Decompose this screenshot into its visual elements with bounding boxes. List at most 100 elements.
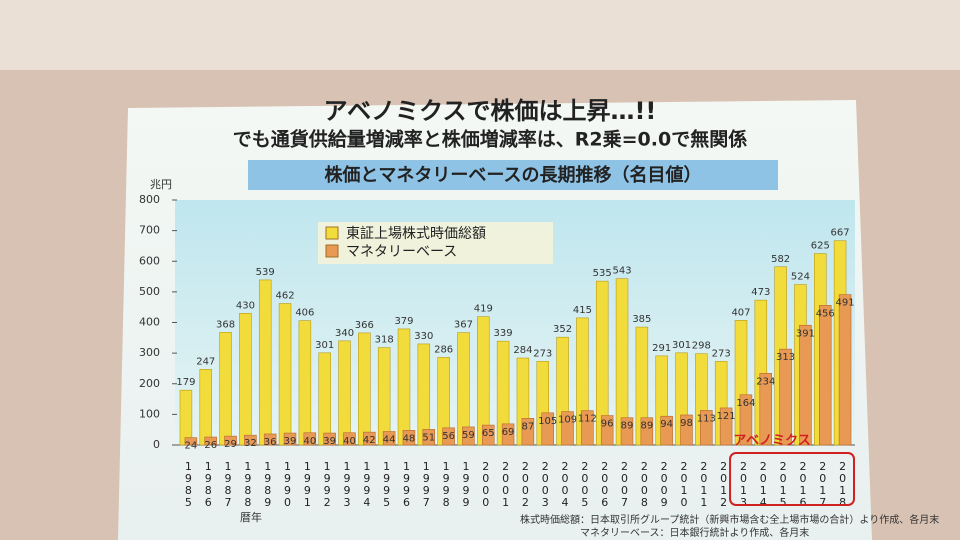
legend-label: マネタリーベース [346, 244, 457, 260]
bar [377, 347, 391, 446]
x-tick-label: 2016 [796, 460, 809, 508]
ceiling [0, 0, 960, 70]
data-label: 582 [771, 254, 790, 265]
bar [338, 340, 351, 446]
data-label: 112 [578, 414, 597, 425]
y-tick-label: 700 [139, 224, 160, 237]
x-tick-label: 1998 [440, 460, 453, 508]
bar [541, 412, 554, 446]
x-tick-label: 1989 [261, 460, 274, 508]
data-label: 379 [394, 316, 413, 327]
data-label: 94 [660, 419, 673, 430]
data-label: 44 [383, 435, 396, 446]
data-label: 89 [640, 421, 653, 432]
x-tick-label: 1992 [321, 460, 334, 508]
bar [298, 320, 312, 446]
data-label: 96 [601, 419, 614, 430]
bar [640, 417, 654, 446]
bar [402, 429, 416, 446]
x-tick-label: 2013 [737, 460, 750, 508]
bar [263, 433, 277, 446]
bar [818, 305, 832, 446]
y-tick-label: 400 [139, 316, 160, 329]
bar [239, 313, 252, 446]
annotation-box [729, 452, 856, 506]
bar [358, 332, 371, 446]
data-label: 330 [414, 331, 433, 342]
x-tick-label: 2004 [559, 460, 572, 508]
data-label: 368 [216, 319, 235, 330]
data-label: 109 [558, 415, 577, 426]
x-tick-label: 2000 [479, 460, 492, 508]
x-tick-label: 2009 [658, 460, 671, 508]
bar [501, 423, 515, 446]
bar [660, 415, 673, 446]
bar [779, 348, 792, 446]
data-label: 36 [264, 437, 277, 448]
y-tick-label: 100 [139, 407, 160, 420]
bar [581, 410, 594, 446]
data-label: 51 [422, 432, 435, 443]
data-label: 352 [553, 324, 572, 335]
data-label: 367 [454, 320, 473, 331]
bar [224, 435, 237, 446]
data-label: 247 [196, 356, 215, 367]
data-label: 164 [736, 398, 755, 409]
data-label: 179 [176, 377, 195, 388]
y-tick-label: 300 [139, 346, 160, 359]
data-label: 29 [224, 439, 237, 450]
bar [620, 417, 634, 446]
bar [283, 432, 297, 446]
data-label: 40 [303, 436, 316, 447]
data-label: 24 [185, 441, 198, 452]
bar [600, 415, 614, 446]
data-label: 26 [204, 440, 217, 451]
x-tick-label: 2006 [598, 460, 611, 508]
data-label: 32 [244, 438, 257, 449]
data-label: 56 [442, 431, 455, 442]
bar [561, 411, 574, 446]
data-label: 535 [593, 268, 612, 279]
x-tick-label: 2011 [697, 460, 710, 508]
x-tick-label: 2012 [717, 460, 730, 508]
data-label: 284 [513, 345, 532, 356]
data-label: 491 [836, 298, 855, 309]
data-label: 273 [712, 348, 731, 359]
data-label: 48 [403, 433, 416, 444]
data-label: 625 [811, 241, 830, 252]
bar [521, 418, 535, 446]
data-label: 59 [462, 430, 475, 441]
data-label: 105 [538, 416, 557, 427]
bar [462, 426, 475, 446]
data-label: 366 [355, 320, 374, 331]
data-label: 318 [375, 335, 394, 346]
x-tick-label: 1987 [222, 460, 235, 508]
bar [219, 331, 232, 446]
data-label: 40 [343, 436, 356, 447]
x-tick-label: 2003 [539, 460, 552, 508]
bar [318, 352, 331, 446]
data-label: 419 [474, 304, 493, 315]
data-label: 89 [621, 421, 634, 432]
bar [278, 303, 292, 446]
bar [323, 432, 336, 446]
bar [422, 429, 436, 446]
data-label: 473 [751, 287, 770, 298]
legend-label: 東証上場株式時価総額 [346, 226, 486, 242]
x-tick-label: 2018 [836, 460, 849, 508]
data-label: 385 [632, 314, 651, 325]
x-tick-label: 1995 [380, 460, 393, 508]
x-tick-label: 1999 [459, 460, 472, 508]
x-tick-label: 2017 [816, 460, 829, 508]
data-label: 286 [434, 344, 453, 355]
data-label: 539 [256, 267, 275, 278]
bar [363, 431, 376, 446]
bar [481, 424, 495, 446]
x-axis-label: 暦年 [240, 510, 262, 524]
bar [244, 434, 257, 446]
x-tick-label: 2007 [618, 460, 631, 508]
bar [343, 432, 356, 446]
bar [179, 389, 193, 446]
data-label: 39 [284, 436, 297, 447]
